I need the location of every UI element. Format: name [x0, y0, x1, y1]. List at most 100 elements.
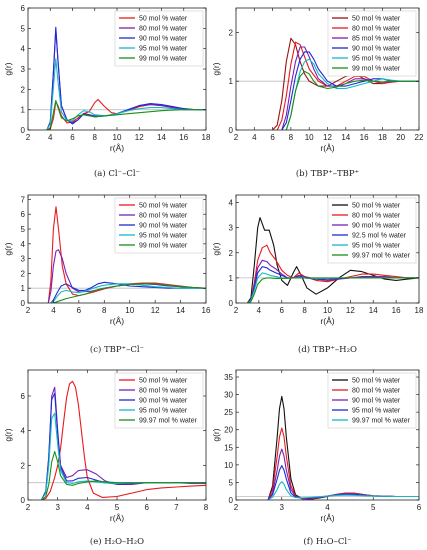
- series-line-4: [285, 58, 419, 130]
- legend-label: 80 mol % water: [352, 26, 401, 33]
- legend-label: 90 mol % water: [139, 223, 188, 230]
- x-tick-label: 8: [302, 306, 307, 315]
- x-tick-label: 5: [371, 503, 376, 512]
- panel-f: 2 3 4 5 6 0 5 10 15 20 25 30 35 r(Å) g(r) 50 mol % wate…: [211, 369, 422, 547]
- series-group: [47, 206, 206, 303]
- x-tick-label: 4: [85, 503, 90, 512]
- y-tick-label: 35: [224, 373, 233, 382]
- x-tick-label: 5: [115, 503, 120, 512]
- legend-label: 50 mol % water: [352, 203, 401, 210]
- series-line-1: [247, 244, 419, 303]
- y-axis-label: g(r): [3, 428, 13, 441]
- legend-label: 50 mol % water: [352, 16, 401, 23]
- y-axis-label: g(r): [211, 242, 221, 255]
- y-axis-label: g(r): [3, 62, 13, 75]
- legend-label: 50 mol % water: [139, 378, 188, 385]
- x-tick-label: 10: [125, 306, 134, 315]
- legend-label: 50 mol % water: [139, 203, 188, 210]
- y-tick-label: 2: [21, 85, 26, 94]
- series-line-3: [46, 58, 206, 130]
- series-line-0: [41, 380, 206, 500]
- plot-frame: [27, 194, 207, 304]
- y-tick-label: 7: [21, 195, 26, 204]
- legend-label: 90 mol % water: [139, 36, 188, 43]
- y-tick-label: 4: [229, 199, 234, 208]
- legend-label: 90 mol % water: [352, 223, 401, 230]
- legend-label: 90 mol % water: [139, 398, 188, 405]
- y-tick-label: 10: [224, 461, 233, 470]
- legend-label: 90 mol % water: [352, 398, 401, 405]
- y-tick-label: 0: [21, 126, 26, 135]
- y-tick-label: 3: [229, 224, 234, 233]
- legend-box: [114, 197, 204, 254]
- y-tick-label: 2: [229, 28, 234, 37]
- y-tick-label: 5: [229, 478, 234, 487]
- series-line-4: [46, 99, 206, 130]
- series-line-5: [285, 70, 419, 130]
- series-group: [272, 37, 419, 130]
- x-tick-label: 14: [341, 133, 350, 142]
- y-tick-label: 5: [21, 24, 26, 33]
- x-axis-label: r(Å): [320, 513, 334, 523]
- x-tick-label: 4: [252, 133, 257, 142]
- y-axis-label: g(r): [211, 62, 221, 75]
- legend-label: 95 mol % water: [139, 46, 188, 53]
- y-tick-label: 25: [224, 408, 233, 417]
- y-tick-label: 1: [229, 77, 234, 86]
- x-tick-label: 4: [51, 306, 56, 315]
- x-tick-label: 6: [417, 503, 422, 512]
- y-tick-label: 4: [21, 240, 26, 249]
- legend-label: 99.97 mol % water: [352, 418, 411, 425]
- y-tick-label: 4: [21, 427, 26, 436]
- x-tick-label: 14: [157, 133, 166, 142]
- panel-caption: (c) TBP⁺–Cl⁻: [90, 344, 144, 355]
- y-tick-label: 0: [21, 496, 26, 505]
- x-tick-label: 4: [48, 133, 53, 142]
- x-tick-label: 7: [174, 503, 179, 512]
- x-tick-label: 16: [179, 133, 188, 142]
- x-axis-label: r(Å): [110, 143, 124, 153]
- x-tick-label: 2: [26, 133, 31, 142]
- x-tick-label: 18: [415, 306, 424, 315]
- x-tick-label: 4: [325, 503, 330, 512]
- legend-label: 80 mol % water: [139, 26, 188, 33]
- y-tick-label: 2: [229, 249, 234, 258]
- x-tick-label: 6: [270, 133, 275, 142]
- panel-caption: (e) H₂O–H₂O: [90, 536, 144, 547]
- y-tick-label: 0: [229, 496, 234, 505]
- legend-label: 99 mol % water: [139, 56, 188, 63]
- y-tick-label: 0: [229, 299, 234, 308]
- x-tick-label: 16: [360, 133, 369, 142]
- x-tick-label: 3: [280, 503, 285, 512]
- y-tick-label: 20: [224, 426, 233, 435]
- panel-caption: (f) H₂O–Cl⁻: [303, 536, 351, 547]
- x-tick-label: 8: [204, 503, 209, 512]
- y-tick-label: 1: [21, 284, 26, 293]
- x-tick-label: 6: [77, 306, 82, 315]
- series-line-0: [246, 217, 419, 303]
- y-tick-label: 5: [21, 225, 26, 234]
- y-tick-label: 6: [21, 210, 26, 219]
- y-axis-label: g(r): [3, 242, 13, 255]
- x-tick-label: 2: [26, 306, 31, 315]
- y-tick-label: 0: [21, 299, 26, 308]
- legend-label: 99.97 mol % water: [352, 253, 411, 260]
- x-tick-label: 6: [70, 133, 75, 142]
- x-tick-label: 14: [176, 306, 185, 315]
- series-line-3: [50, 283, 206, 303]
- legend-box: [327, 10, 417, 77]
- x-tick-label: 8: [289, 133, 294, 142]
- x-axis-label: r(Å): [110, 316, 124, 326]
- legend-label: 99.97 mol % water: [139, 418, 198, 425]
- series-line-5: [247, 277, 419, 303]
- series-group: [46, 26, 206, 130]
- legend-label: 80 mol % water: [139, 213, 188, 220]
- series-group: [267, 395, 419, 500]
- x-axis-label: r(Å): [110, 513, 124, 523]
- legend-label: 80 mol % water: [352, 213, 401, 220]
